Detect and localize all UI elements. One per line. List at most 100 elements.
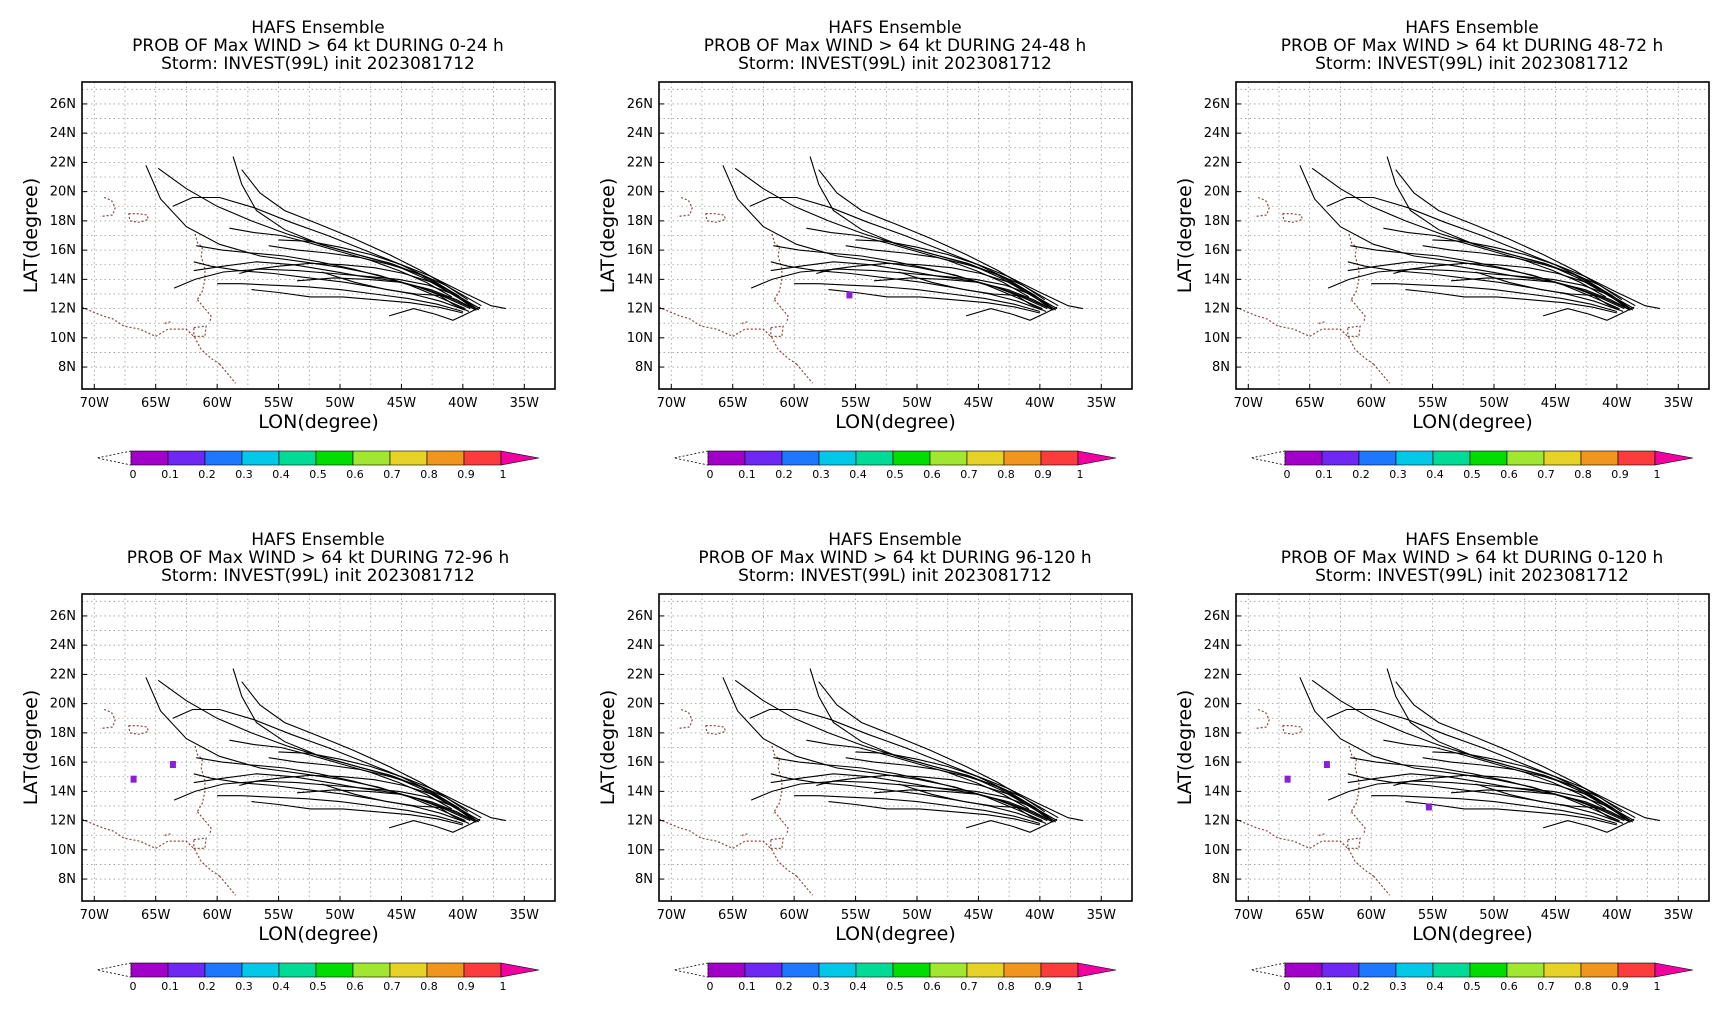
track-11 <box>268 245 469 301</box>
colorbar-label: 0.1 <box>738 468 756 481</box>
xtick-label: 40W <box>1602 396 1632 411</box>
track-14 <box>1475 783 1624 825</box>
colorbar-segment <box>1395 450 1434 466</box>
coast-venezuela_b <box>1373 875 1391 896</box>
track-5 <box>749 196 1057 311</box>
colorbar-segment <box>278 962 317 978</box>
track-8 <box>1347 261 1620 311</box>
colorbar-label: 0 <box>130 980 137 993</box>
x-axis-label: LON(degree) <box>1412 411 1533 433</box>
track-12 <box>1347 773 1631 823</box>
colorbar-label: 0.2 <box>775 468 793 481</box>
track-16 <box>1542 818 1635 833</box>
ytick-label: 8N <box>1212 872 1230 887</box>
colorbar-label: 0.2 <box>198 980 216 993</box>
colorbar-low-arrow <box>1250 962 1286 978</box>
xtick-label: 45W <box>1541 396 1571 411</box>
track-3 <box>1386 668 1626 820</box>
colorbar-label: 1 <box>1077 468 1084 481</box>
colorbar-segment <box>315 450 354 466</box>
coast-puerto_rico <box>128 213 150 223</box>
colorbar: 0 0.1 0.2 0.3 0.4 0.5 0.6 0.7 0.8 0.9 1 <box>96 962 540 993</box>
ensemble-tracks <box>1299 156 1661 321</box>
colorbar-label: 1 <box>1654 980 1661 993</box>
ensemble-tracks <box>1299 668 1661 833</box>
track-15 <box>1393 774 1630 822</box>
colorbar-label: 0.7 <box>1537 468 1555 481</box>
colorbar-label: 0.8 <box>1574 468 1592 481</box>
ytick-label: 10N <box>50 331 76 346</box>
coast-grenada_a <box>197 299 212 324</box>
xtick-label: 60W <box>202 396 232 411</box>
ytick-label: 20N <box>627 185 653 200</box>
coast-grenada_a <box>197 811 212 836</box>
track-1 <box>1299 677 1620 822</box>
track-3 <box>809 668 1049 820</box>
ytick-label: 18N <box>1204 214 1230 229</box>
coast-trinidad <box>1347 325 1361 337</box>
title-line-2: PROB OF Max WIND > 64 kt DURING 96-120 h <box>698 548 1091 568</box>
track-9 <box>1371 283 1618 313</box>
ytick-label: 26N <box>50 97 76 112</box>
ytick-label: 18N <box>1204 726 1230 741</box>
colorbar-segment <box>1003 450 1042 466</box>
y-axis-label: LAT(degree) <box>20 690 42 806</box>
track-12 <box>1347 261 1631 311</box>
colorbar-label: 0.9 <box>1611 980 1629 993</box>
coast-vi <box>100 196 116 218</box>
y-axis-label: LAT(degree) <box>1174 178 1196 294</box>
colorbar-label: 0.9 <box>1034 468 1052 481</box>
track-13 <box>1432 751 1661 822</box>
colorbar: 0 0.1 0.2 0.3 0.4 0.5 0.6 0.7 0.8 0.9 1 <box>96 450 540 481</box>
x-axis-label: LON(degree) <box>835 411 956 433</box>
coast-antilles <box>771 233 783 302</box>
colorbar-segment <box>241 962 280 978</box>
colorbar-segment <box>1617 450 1656 466</box>
track-7 <box>1350 757 1625 822</box>
track-3 <box>232 668 472 820</box>
coast-islands_b <box>741 321 748 326</box>
colorbar-label: 0.2 <box>1352 468 1370 481</box>
track-12 <box>193 261 477 311</box>
colorbar-label: 0.4 <box>849 980 867 993</box>
xtick-label: 65W <box>1295 396 1325 411</box>
ytick-label: 20N <box>50 697 76 712</box>
ytick-label: 26N <box>627 609 653 624</box>
track-17 <box>873 277 1054 311</box>
colorbar-segment <box>278 450 317 466</box>
colorbar-segment <box>463 450 502 466</box>
colorbar-segment <box>707 962 746 978</box>
plot-frame <box>81 81 556 390</box>
colorbar-label: 0.2 <box>1352 980 1370 993</box>
plot-frame <box>1235 81 1710 390</box>
track-18 <box>1383 227 1607 298</box>
xtick-label: 70W <box>657 396 687 411</box>
coast-venezuela_b <box>796 363 814 384</box>
colorbar-label: 0.1 <box>1315 980 1333 993</box>
coastline <box>658 708 814 896</box>
x-axis-label: LON(degree) <box>258 411 379 433</box>
ytick-label: 22N <box>1204 667 1230 682</box>
colorbar: 0 0.1 0.2 0.3 0.4 0.5 0.6 0.7 0.8 0.9 1 <box>673 450 1117 481</box>
xtick-label: 45W <box>1541 908 1571 923</box>
ytick-label: 12N <box>50 814 76 829</box>
track-5 <box>172 196 480 311</box>
xtick-label: 70W <box>80 396 110 411</box>
ytick-label: 12N <box>627 302 653 317</box>
title-line-1: HAFS Ensemble <box>828 18 961 38</box>
colorbar-segment <box>1543 962 1582 978</box>
colorbar: 0 0.1 0.2 0.3 0.4 0.5 0.6 0.7 0.8 0.9 1 <box>1250 450 1694 481</box>
track-14 <box>321 271 470 313</box>
coast-trinidad <box>770 837 784 849</box>
coast-venezuela_b <box>1373 363 1391 384</box>
track-15 <box>816 774 1053 822</box>
colorbar-label: 0.8 <box>420 980 438 993</box>
colorbar-segment <box>1506 962 1545 978</box>
colorbar-segment <box>1284 962 1323 978</box>
xtick-label: 50W <box>1479 396 1509 411</box>
colorbar-label: 0.4 <box>272 468 290 481</box>
colorbar-segment <box>315 962 354 978</box>
coast-trinidad <box>193 325 207 337</box>
title-line-3: Storm: INVEST(99L) init 2023081712 <box>738 566 1052 586</box>
track-17 <box>296 277 477 311</box>
